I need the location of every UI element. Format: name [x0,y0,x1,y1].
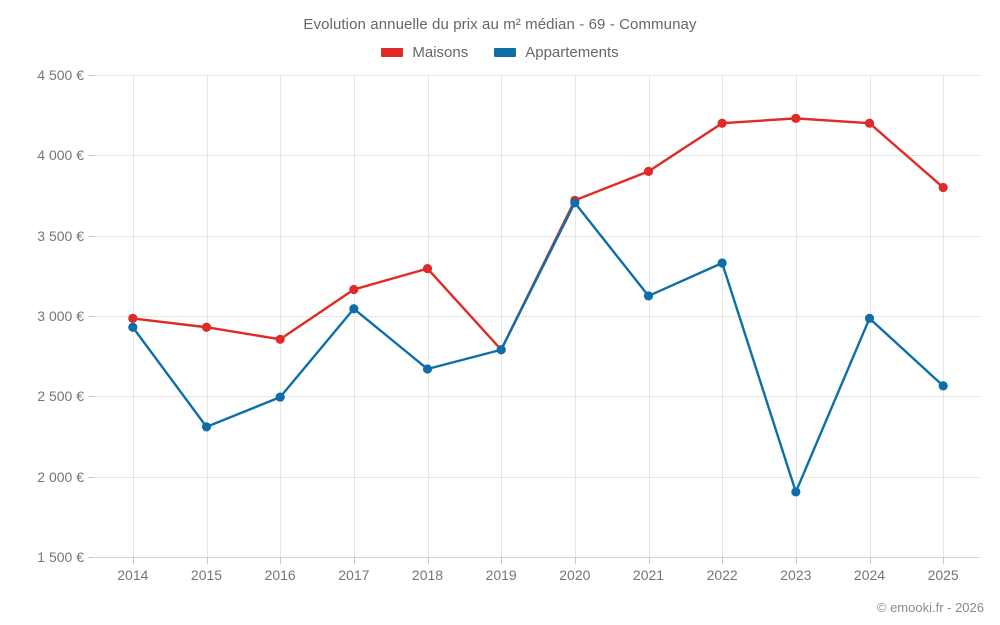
gridline-vertical [575,75,576,557]
gridline-horizontal [96,316,980,317]
x-axis-tick-label: 2024 [853,567,886,583]
x-axis-tick-label: 2015 [190,567,223,583]
x-axis-tick-label: 2014 [117,567,149,583]
legend-swatch-maisons [381,48,404,57]
y-axis-tick-label: 4 000 € [37,147,84,164]
legend-item-appartements[interactable]: Appartements [494,44,619,61]
x-axis-tick-label: 2016 [264,567,296,583]
series-line-appartements [131,201,945,494]
gridline-horizontal [96,235,980,237]
legend-label-maisons: Maisons [412,44,469,61]
x-axis-tick-mark [649,557,650,564]
chart-title: Evolution annuelle du prix au m² médian … [303,16,697,33]
y-axis-tick-mark [88,476,95,478]
gridline-vertical [649,75,650,557]
y-axis-tick-label: 4 500 € [37,67,84,83]
gridline-horizontal [96,155,980,157]
y-axis-tick-label: 3 500 € [37,227,84,244]
gridline-vertical [133,75,134,557]
x-axis-tick-mark [870,557,871,564]
x-axis-tick-mark [575,557,576,564]
chart-legend: Maisons Appartements [0,44,1000,61]
x-axis-line [96,557,980,558]
x-axis-tick-mark [133,557,134,564]
x-axis-tick-mark [428,557,429,564]
gridline-vertical [280,75,281,557]
legend-item-maisons[interactable]: Maisons [381,44,468,61]
gridline-vertical [501,75,502,557]
x-axis-tick-label: 2023 [780,567,812,583]
x-axis-tick-mark [207,557,208,564]
y-axis-tick-mark [88,396,95,398]
credit-text: © emooki.fr - 2026 [876,600,984,615]
gridline-vertical [354,75,355,557]
gridline-vertical [796,75,797,557]
gridline-vertical [428,75,429,557]
x-axis-tick-label: 2018 [411,567,444,583]
y-axis-tick-label: 1 500 € [37,549,84,565]
x-axis-tick-mark [354,557,355,564]
x-axis-tick-label: 2020 [559,567,591,583]
y-axis-tick-mark [88,557,95,558]
x-axis-tick-mark [501,557,502,564]
y-axis-tick-mark [88,75,95,76]
gridline-vertical [207,75,208,557]
y-axis-tick-label: 2 500 € [37,388,84,405]
legend-label-appartements: Appartements [525,44,619,61]
gridline-vertical [870,75,871,557]
x-axis-tick-label: 2022 [706,567,738,583]
y-axis-tick-label: 3 000 € [37,308,84,324]
y-axis-tick-label: 2 000 € [37,468,84,485]
x-axis-tick-mark [943,557,944,564]
gridline-horizontal [96,476,980,478]
x-axis-tick-label: 2019 [485,567,517,583]
gridline-vertical [722,75,723,557]
legend-swatch-appartements [494,48,517,57]
x-axis-tick-label: 2017 [338,567,370,583]
x-axis-tick-label: 2025 [927,567,959,583]
x-axis-tick-mark [280,557,281,564]
y-axis-tick-mark [88,235,95,237]
gridline-horizontal [96,396,980,398]
gridline-horizontal [96,75,980,76]
gridline-vertical [943,75,944,557]
y-axis-tick-mark [88,316,95,317]
x-axis-tick-mark [722,557,723,564]
x-axis-tick-label: 2021 [632,567,665,583]
x-axis-tick-mark [796,557,797,564]
y-axis-tick-mark [88,155,95,157]
